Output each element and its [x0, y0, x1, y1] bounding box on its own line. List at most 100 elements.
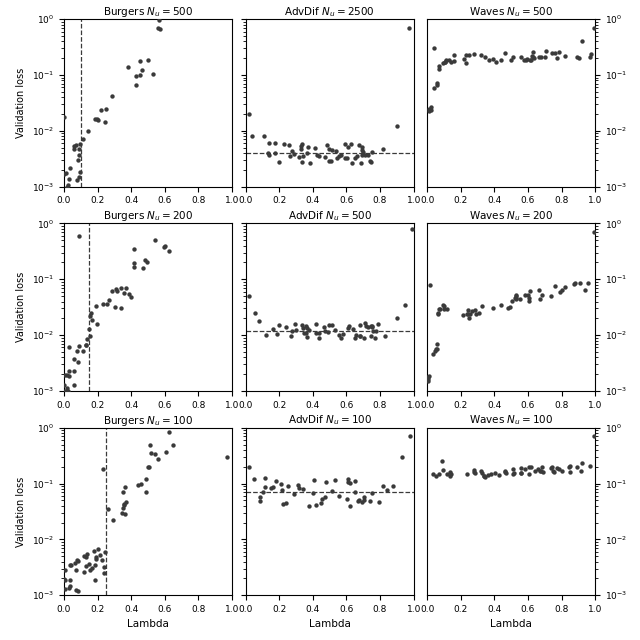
Point — [79, 551, 89, 561]
Point — [316, 497, 326, 508]
Point — [541, 46, 551, 56]
Point — [565, 467, 575, 477]
Point — [479, 471, 489, 481]
Point — [255, 492, 265, 502]
Point — [82, 548, 92, 559]
Point — [557, 466, 567, 476]
Point — [141, 474, 151, 484]
Point — [209, 406, 219, 416]
Point — [65, 560, 75, 570]
Point — [432, 78, 442, 88]
Point — [342, 153, 353, 163]
Point — [343, 477, 353, 487]
Point — [565, 461, 575, 472]
Point — [468, 467, 479, 477]
Point — [554, 47, 564, 57]
Point — [373, 319, 383, 329]
Point — [73, 154, 83, 164]
Point — [425, 280, 435, 290]
Point — [446, 57, 456, 67]
Point — [434, 63, 444, 74]
Point — [247, 131, 257, 141]
Point — [99, 117, 109, 127]
Point — [397, 452, 407, 462]
Point — [342, 494, 352, 504]
Point — [111, 286, 122, 296]
Point — [359, 492, 369, 502]
Point — [373, 497, 383, 507]
Point — [570, 278, 580, 288]
Point — [490, 468, 500, 478]
Point — [367, 321, 377, 331]
Point — [433, 309, 443, 319]
Point — [464, 313, 474, 323]
Point — [202, 202, 212, 212]
Point — [529, 466, 540, 476]
Point — [355, 320, 365, 330]
Point — [588, 431, 598, 442]
Point — [550, 49, 560, 59]
Point — [350, 152, 360, 163]
Point — [323, 326, 333, 337]
Point — [298, 150, 308, 161]
Point — [429, 83, 439, 93]
Point — [264, 138, 274, 148]
Point — [422, 376, 433, 386]
Point — [261, 330, 271, 340]
Point — [174, 202, 184, 212]
Point — [338, 329, 348, 339]
Point — [287, 145, 297, 156]
Point — [282, 321, 292, 332]
Point — [370, 333, 380, 343]
Point — [365, 157, 376, 168]
Point — [191, 5, 202, 15]
Point — [83, 126, 93, 136]
Point — [319, 322, 330, 332]
Point — [435, 304, 445, 314]
Point — [84, 324, 94, 334]
Point — [280, 139, 290, 149]
Point — [363, 323, 373, 333]
Point — [342, 323, 353, 333]
Point — [259, 131, 269, 141]
Point — [499, 466, 509, 476]
Point — [178, 406, 188, 416]
Point — [88, 546, 99, 556]
Point — [91, 552, 101, 562]
Point — [123, 61, 133, 72]
Point — [552, 463, 563, 474]
Point — [445, 468, 456, 479]
Point — [85, 331, 95, 341]
Point — [354, 140, 364, 150]
Title: Burgers $N_u = 200$: Burgers $N_u = 200$ — [103, 209, 193, 223]
Point — [125, 292, 136, 302]
Point — [577, 458, 587, 468]
Point — [371, 325, 381, 335]
Point — [356, 142, 367, 152]
Point — [153, 454, 163, 465]
Point — [74, 172, 84, 182]
Point — [508, 52, 518, 62]
Point — [221, 202, 232, 212]
Point — [324, 143, 334, 154]
Point — [333, 491, 344, 501]
Point — [289, 149, 299, 159]
Point — [509, 468, 519, 479]
Point — [302, 323, 312, 333]
Point — [433, 308, 444, 318]
Point — [65, 163, 75, 173]
Point — [271, 476, 281, 486]
Point — [91, 301, 101, 311]
Point — [345, 500, 355, 511]
Point — [111, 284, 122, 294]
Point — [441, 54, 451, 65]
Point — [332, 153, 342, 163]
Point — [95, 105, 106, 115]
Point — [326, 319, 337, 330]
Point — [334, 150, 344, 161]
Point — [137, 65, 147, 75]
Point — [433, 61, 444, 72]
Point — [515, 468, 525, 478]
Point — [85, 565, 95, 575]
Point — [107, 285, 117, 296]
